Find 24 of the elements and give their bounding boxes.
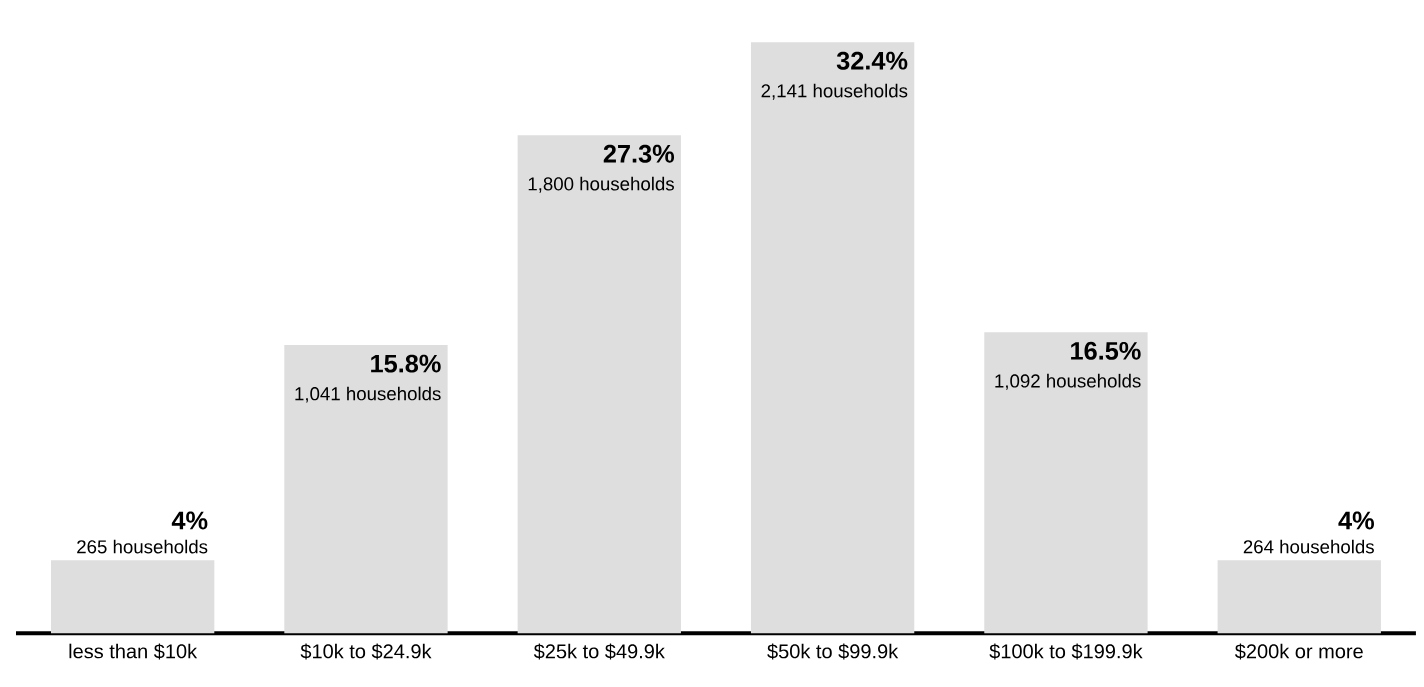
data-label: 4% — [1338, 511, 1374, 530]
annotation: 1,800 households — [528, 176, 674, 193]
bar — [51, 560, 215, 634]
data-label: 4% — [171, 511, 208, 530]
bar — [984, 332, 1148, 634]
annotation: 264 households — [1243, 539, 1374, 554]
x-tick-label: $25k to $49.9k — [533, 643, 665, 660]
x-tick-label: less than $10k — [69, 643, 198, 660]
x-tick-label: $100k to $199.9k — [989, 643, 1143, 660]
bar — [750, 42, 915, 634]
x-tick-label: $10k to $24.9k — [300, 643, 432, 660]
annotation: 1,041 households — [295, 386, 441, 403]
annotation: 2,141 households — [761, 83, 908, 100]
bar — [284, 345, 448, 634]
data-label: 32.4% — [836, 51, 908, 70]
bar — [1217, 560, 1381, 634]
data-label: 15.8% — [371, 354, 441, 373]
x-tick-label: $200k or more — [1234, 643, 1363, 660]
x-tick-label: $50k to $99.9k — [767, 643, 899, 660]
annotation: 265 households — [77, 539, 208, 554]
bar — [517, 135, 681, 634]
data-label: 27.3% — [603, 144, 675, 163]
annotation: 1,092 households — [995, 374, 1141, 390]
data-label: 16.5% — [1071, 342, 1141, 360]
